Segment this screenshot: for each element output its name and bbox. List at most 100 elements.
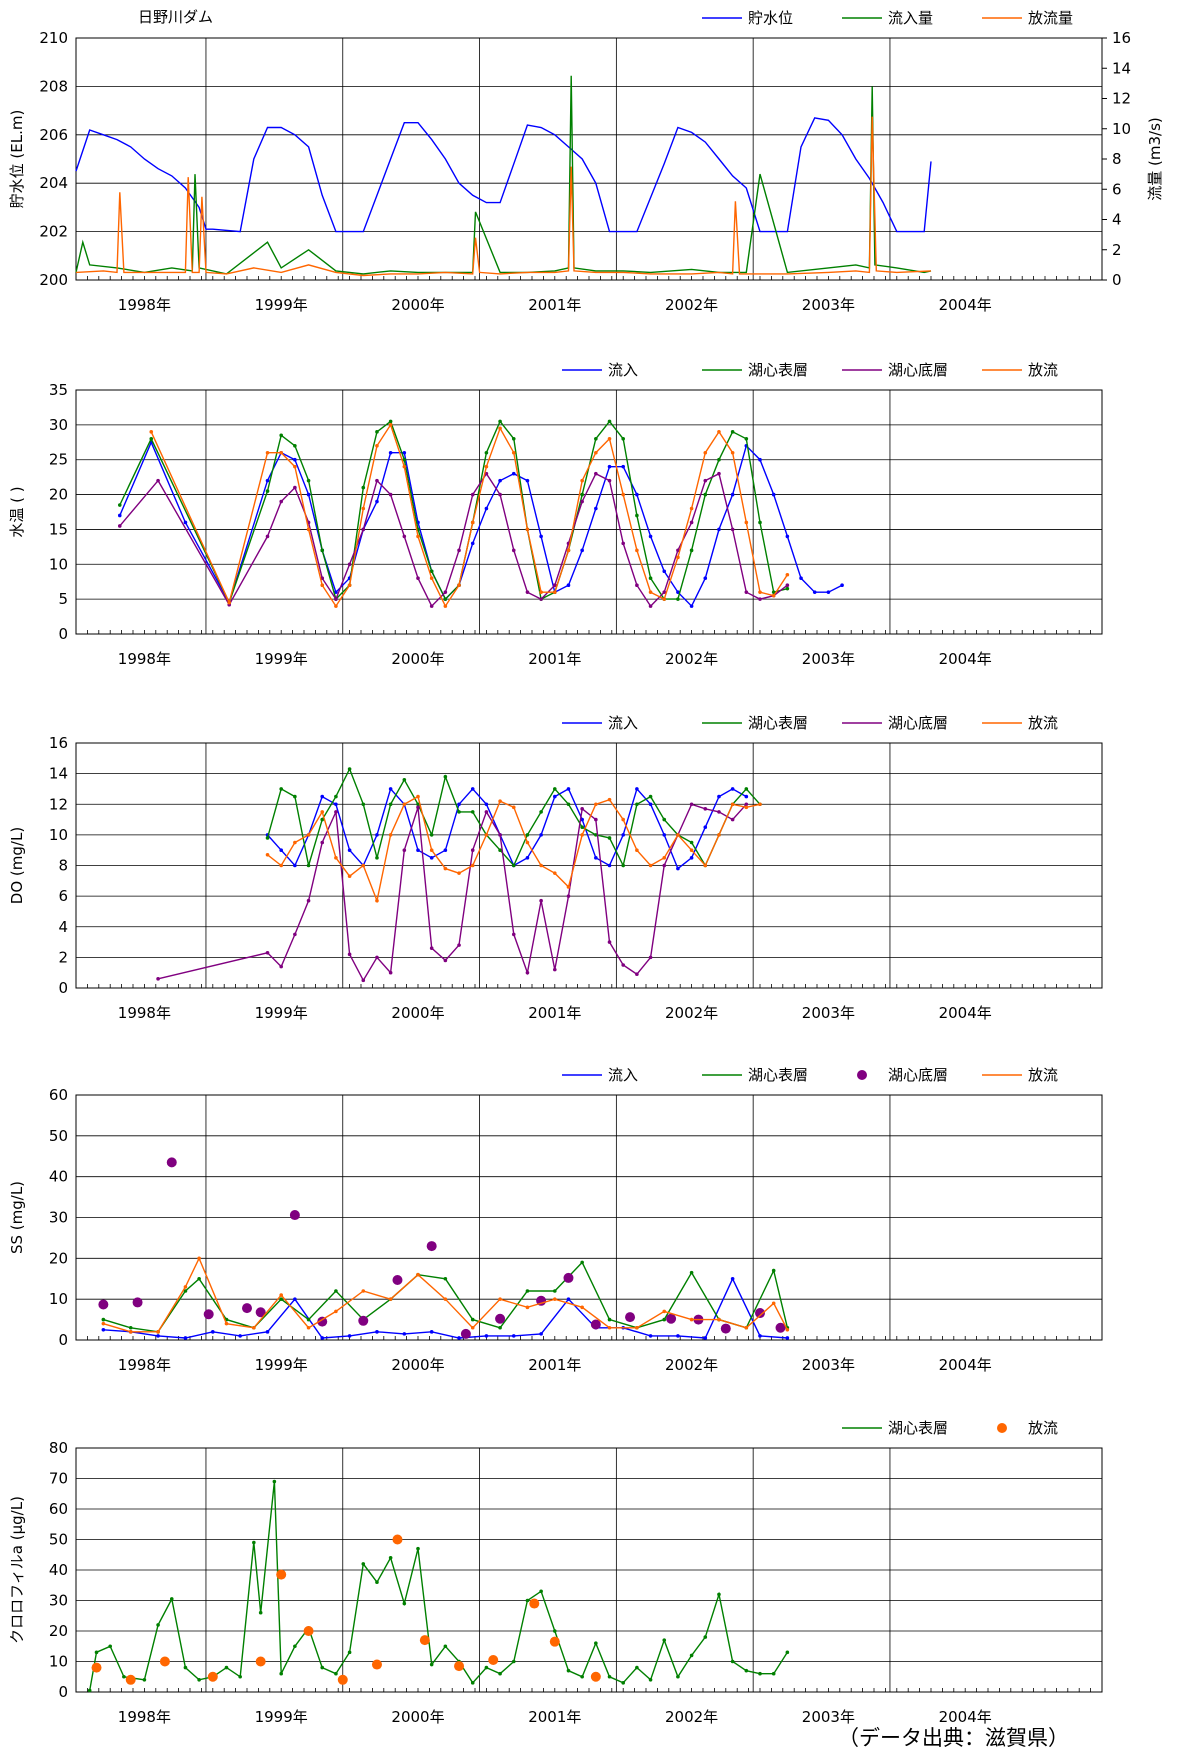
data-point (607, 437, 612, 441)
y2-tick-label: 0 (1112, 271, 1122, 289)
data-point (539, 1332, 543, 1336)
data-point (125, 1674, 136, 1685)
data-point (361, 1562, 366, 1566)
data-point (293, 485, 297, 490)
x-tick-label: 2000年 (391, 1708, 444, 1726)
y-tick-label: 50 (49, 1531, 68, 1549)
data-point (566, 548, 571, 553)
data-point (607, 1674, 612, 1679)
data-point (149, 437, 154, 441)
data-point (498, 478, 502, 483)
data-point (117, 513, 122, 518)
data-point (388, 450, 393, 455)
data-point (689, 802, 694, 807)
y-tick-label: 0 (58, 625, 68, 643)
legend-label: 放流 (1028, 361, 1058, 379)
data-point (648, 534, 653, 539)
y-tick-label: 200 (39, 271, 68, 289)
legend-label: 湖心表層 (748, 361, 808, 379)
legend-label: 流入 (608, 361, 638, 379)
data-point (392, 1274, 403, 1285)
data-point (98, 1299, 109, 1310)
y-tick-label: 206 (39, 126, 68, 144)
y-tick-label: 204 (39, 174, 68, 192)
data-point (293, 863, 297, 868)
data-point (334, 794, 338, 799)
data-point (443, 848, 448, 852)
data-point (662, 833, 667, 837)
data-point (525, 1289, 530, 1293)
data-point (443, 866, 448, 871)
data-point (676, 1334, 680, 1338)
data-point (717, 833, 721, 837)
data-point (279, 499, 284, 504)
data-point (429, 946, 434, 950)
data-point (662, 863, 667, 868)
data-point (293, 464, 297, 469)
data-point (566, 1668, 571, 1673)
data-point (539, 833, 543, 837)
x-tick-label: 2002年 (665, 1356, 718, 1374)
y-tick-label: 2 (58, 948, 68, 966)
data-point (539, 597, 543, 601)
data-point (635, 513, 639, 518)
data-point (703, 1336, 708, 1340)
data-point (566, 1297, 571, 1301)
data-point (553, 1629, 557, 1633)
y-axis-label: 貯水位 (EL.m) (8, 110, 26, 209)
data-point (717, 810, 721, 814)
data-point (306, 863, 311, 868)
data-point (621, 541, 625, 546)
data-point (183, 1336, 188, 1340)
data-point (337, 1674, 348, 1685)
data-point (375, 499, 379, 504)
data-point (484, 833, 489, 837)
data-point (525, 970, 530, 975)
data-point (607, 478, 612, 483)
data-point (347, 1650, 352, 1655)
data-point (580, 833, 584, 837)
data-point (495, 1313, 506, 1324)
data-point (648, 794, 653, 799)
data-point (717, 1592, 721, 1597)
legend-label: 湖心底層 (888, 361, 948, 379)
data-point (392, 1534, 403, 1545)
data-point (457, 871, 461, 875)
data-point (101, 1327, 106, 1332)
data-point (525, 856, 530, 860)
data-point (607, 940, 612, 944)
data-point (457, 548, 461, 553)
y-tick-label: 35 (49, 381, 68, 399)
data-point (279, 433, 284, 438)
legend-marker (997, 1423, 1007, 1433)
legend-label: 湖心表層 (748, 714, 808, 732)
data-point (549, 1636, 560, 1647)
data-point (87, 1688, 92, 1693)
data-point (590, 1671, 601, 1682)
data-point (347, 952, 352, 957)
data-point (457, 943, 461, 947)
data-point (488, 1654, 499, 1665)
data-point (799, 576, 803, 581)
data-point (539, 810, 543, 814)
data-point (416, 1546, 420, 1551)
data-point (101, 1321, 106, 1326)
y2-tick-label: 14 (1112, 59, 1131, 77)
data-point (662, 590, 667, 594)
data-point (183, 1665, 188, 1670)
data-point (744, 437, 749, 441)
data-point (101, 1317, 106, 1322)
data-point (785, 1336, 790, 1340)
data-point (197, 1276, 201, 1281)
data-point (525, 590, 530, 594)
data-point (676, 866, 680, 871)
data-point (361, 978, 366, 983)
series-line (267, 795, 761, 904)
data-point (744, 590, 749, 594)
y2-tick-label: 12 (1112, 90, 1131, 108)
data-point (580, 825, 584, 830)
data-point (255, 1656, 266, 1667)
y-tick-label: 40 (49, 1168, 68, 1186)
data-point (771, 1301, 776, 1306)
data-point (334, 802, 338, 807)
